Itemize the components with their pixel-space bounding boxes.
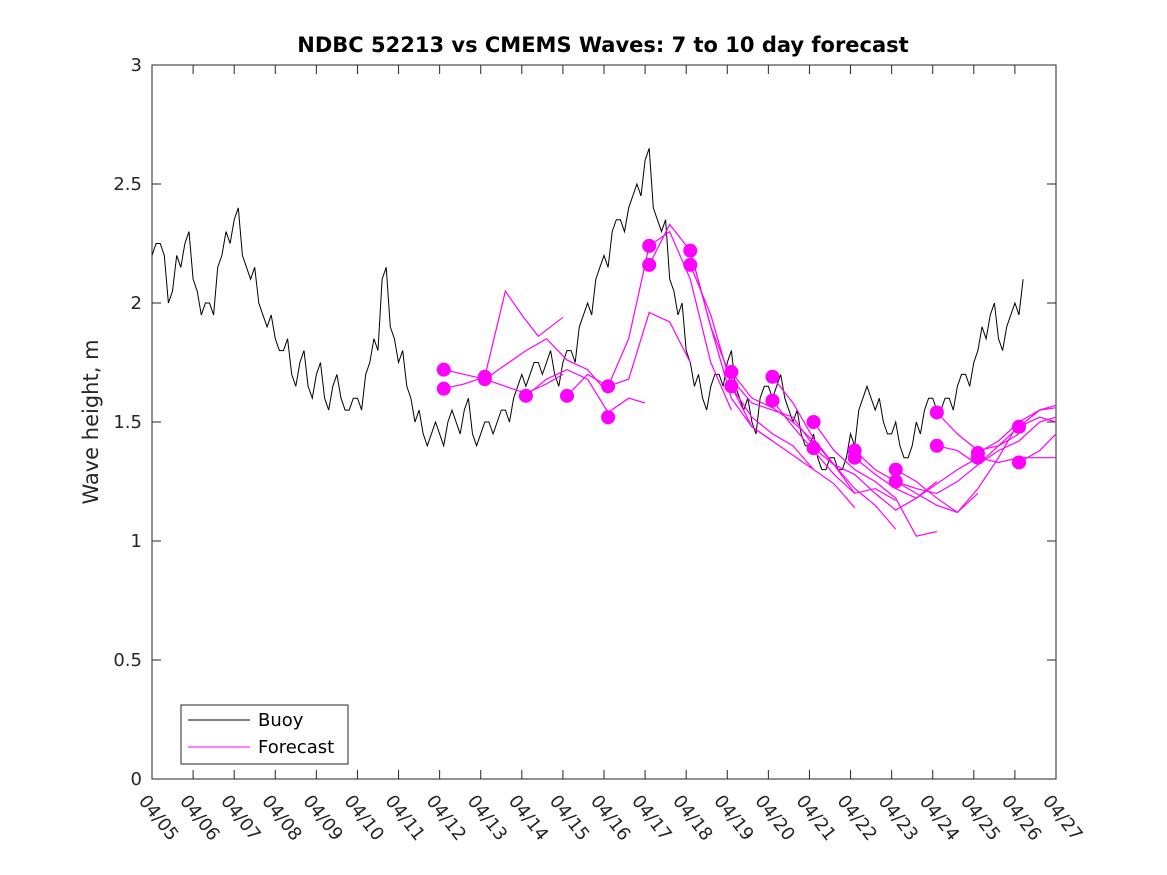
forecast-start-marker bbox=[847, 450, 862, 465]
forecast-start-marker bbox=[724, 379, 739, 394]
forecast-start-marker bbox=[560, 388, 575, 403]
y-tick-label: 1.5 bbox=[113, 412, 142, 433]
forecast-start-marker bbox=[518, 388, 533, 403]
forecast-start-marker bbox=[888, 462, 903, 477]
forecast-start-marker bbox=[642, 238, 657, 253]
series-layer bbox=[151, 148, 1057, 537]
forecast-start-marker bbox=[436, 362, 451, 377]
forecast-series-line-11 bbox=[730, 385, 856, 509]
forecast-series-line-18 bbox=[895, 421, 1020, 514]
forecast-series-line-2 bbox=[443, 289, 564, 390]
forecast-series-line-4 bbox=[525, 368, 646, 414]
forecast-start-marker bbox=[642, 257, 657, 272]
forecast-start-marker bbox=[806, 415, 821, 429]
forecast-series-line-8 bbox=[689, 250, 815, 447]
legend: Buoy Forecast bbox=[180, 704, 349, 765]
forecast-series-line-13 bbox=[772, 400, 897, 502]
forecast-start-marker bbox=[1012, 455, 1027, 470]
forecast-start-marker bbox=[477, 372, 492, 387]
forecast-series-line-17 bbox=[854, 457, 979, 499]
legend-box bbox=[180, 704, 349, 765]
buoy-series-line bbox=[151, 148, 1024, 471]
forecast-start-marker bbox=[1012, 419, 1027, 434]
forecast-start-marker bbox=[806, 441, 821, 456]
y-tick-label: 0 bbox=[131, 769, 142, 790]
forecast-start-marker bbox=[436, 381, 451, 396]
forecast-start-marker bbox=[765, 369, 780, 384]
forecast-series-line-24 bbox=[1018, 416, 1057, 428]
forecast-start-marker bbox=[683, 243, 698, 258]
y-tick-label: 2.5 bbox=[113, 174, 142, 195]
forecast-series-line-9 bbox=[689, 264, 814, 471]
y-axis-label: Wave height, m bbox=[79, 339, 103, 504]
y-axis: 0 0.5 1 1.5 2 2.5 3 bbox=[113, 55, 1056, 790]
y-tick-label: 1 bbox=[131, 531, 142, 552]
forecast-start-marker bbox=[601, 410, 616, 425]
forecast-start-marker bbox=[929, 405, 944, 420]
forecast-start-marker bbox=[970, 450, 985, 465]
forecast-start-marker bbox=[601, 379, 616, 394]
forecast-series-line-5 bbox=[566, 311, 691, 397]
forecast-start-marker bbox=[888, 474, 903, 489]
y-tick-label: 0.5 bbox=[113, 650, 142, 671]
forecast-start-marker bbox=[683, 257, 698, 272]
forecast-series-line-14 bbox=[813, 421, 937, 537]
forecast-series-line-6 bbox=[607, 230, 732, 411]
marker-layer bbox=[436, 238, 1027, 489]
chart-title: NDBC 52213 vs CMEMS Waves: 7 to 10 day f… bbox=[297, 33, 908, 57]
forecast-series-line-3 bbox=[484, 337, 609, 394]
y-tick-label: 2 bbox=[131, 293, 142, 314]
forecast-series-line-21 bbox=[936, 416, 1057, 466]
legend-forecast-label: Forecast bbox=[258, 737, 334, 758]
y-tick-label: 3 bbox=[131, 55, 142, 76]
forecast-start-marker bbox=[724, 365, 739, 380]
forecast-start-marker bbox=[765, 393, 780, 408]
forecast-start-marker bbox=[929, 438, 944, 453]
forecast-series-line-1 bbox=[443, 369, 564, 395]
forecast-series-line-25 bbox=[1018, 433, 1057, 464]
legend-buoy-label: Buoy bbox=[258, 710, 304, 731]
